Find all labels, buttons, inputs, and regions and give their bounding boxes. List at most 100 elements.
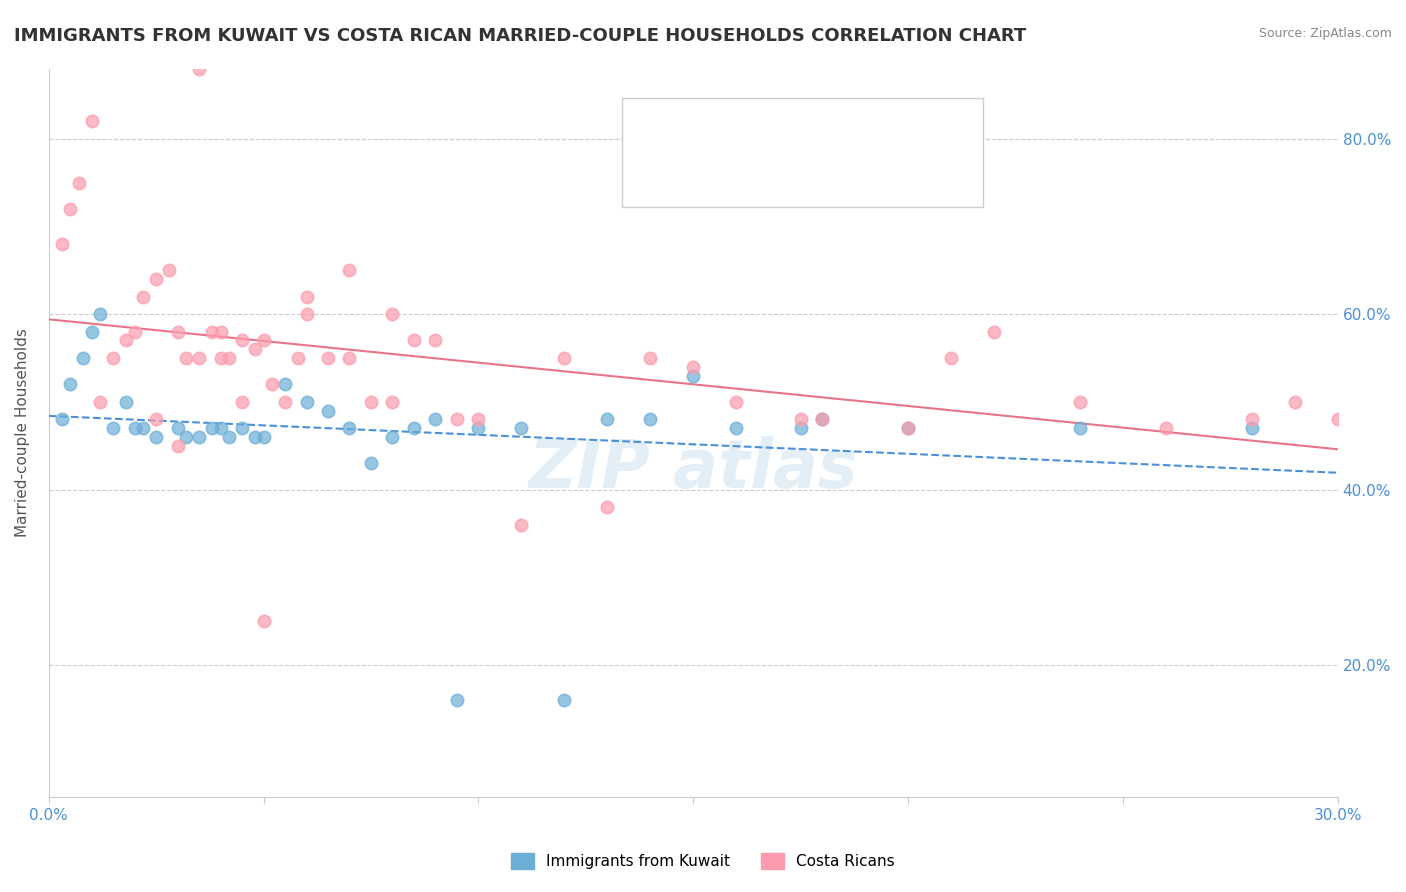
Point [1069,421,1091,435]
Point [1284,395,1306,409]
Text: Source: ZipAtlas.com: Source: ZipAtlas.com [1258,27,1392,40]
Point [553,351,575,365]
Point [316,403,339,417]
Point [243,430,266,444]
Point [231,421,253,435]
Point [1240,412,1263,426]
Point [174,351,197,365]
Point [67,176,90,190]
Point [789,412,811,426]
Point [209,351,232,365]
Point [252,430,274,444]
Point [287,351,309,365]
Point [252,334,274,348]
Point [1154,421,1177,435]
Point [103,351,125,365]
Point [51,412,73,426]
Point [157,263,180,277]
Point [72,351,94,365]
Point [274,377,297,392]
Point [360,456,382,470]
Point [897,421,920,435]
Point [939,351,962,365]
Point [145,430,167,444]
Point [360,395,382,409]
Point [80,114,103,128]
Y-axis label: Married-couple Households: Married-couple Households [15,328,30,537]
Point [339,421,361,435]
Point [124,421,146,435]
Point [811,412,834,426]
Point [1326,412,1348,426]
Point [789,421,811,435]
Legend: Immigrants from Kuwait, Costa Ricans: Immigrants from Kuwait, Costa Ricans [505,847,901,875]
Point [682,368,704,383]
Point [467,412,489,426]
Point [1069,395,1091,409]
Point [402,421,425,435]
Point [115,395,138,409]
Point [446,693,468,707]
Point [638,351,661,365]
Point [425,334,447,348]
Point [596,500,619,515]
Point [51,237,73,252]
Point [174,430,197,444]
Point [209,421,232,435]
Point [295,307,318,321]
Point [103,421,125,435]
Point [231,334,253,348]
Point [983,325,1005,339]
Point [811,412,834,426]
Point [166,439,188,453]
Point [145,272,167,286]
Point [295,290,318,304]
Point [124,325,146,339]
Point [59,377,82,392]
Point [218,351,240,365]
Point [339,351,361,365]
Point [402,334,425,348]
Point [467,421,489,435]
Point [510,421,533,435]
Point [725,395,748,409]
Point [166,421,188,435]
Point [145,412,167,426]
Point [89,307,111,321]
Point [166,325,188,339]
Point [188,430,211,444]
Point [252,614,274,628]
Point [339,263,361,277]
Point [425,412,447,426]
Point [115,334,138,348]
Point [446,412,468,426]
Point [274,395,297,409]
Legend: R = -0.008   N = 40, R = -0.079   N = 57: R = -0.008 N = 40, R = -0.079 N = 57 [675,99,891,167]
Point [638,412,661,426]
Point [262,377,284,392]
Point [89,395,111,409]
Point [132,290,155,304]
Point [682,359,704,374]
Point [201,325,224,339]
Point [381,395,404,409]
Point [381,430,404,444]
Point [201,421,224,435]
Point [218,430,240,444]
Point [59,202,82,216]
Point [231,395,253,409]
Point [209,325,232,339]
Point [132,421,155,435]
Point [381,307,404,321]
Point [897,421,920,435]
Point [596,412,619,426]
Point [243,343,266,357]
Point [188,351,211,365]
Point [725,421,748,435]
Point [316,351,339,365]
Point [510,517,533,532]
Point [295,395,318,409]
Point [1240,421,1263,435]
FancyBboxPatch shape [623,97,983,207]
Point [80,325,103,339]
